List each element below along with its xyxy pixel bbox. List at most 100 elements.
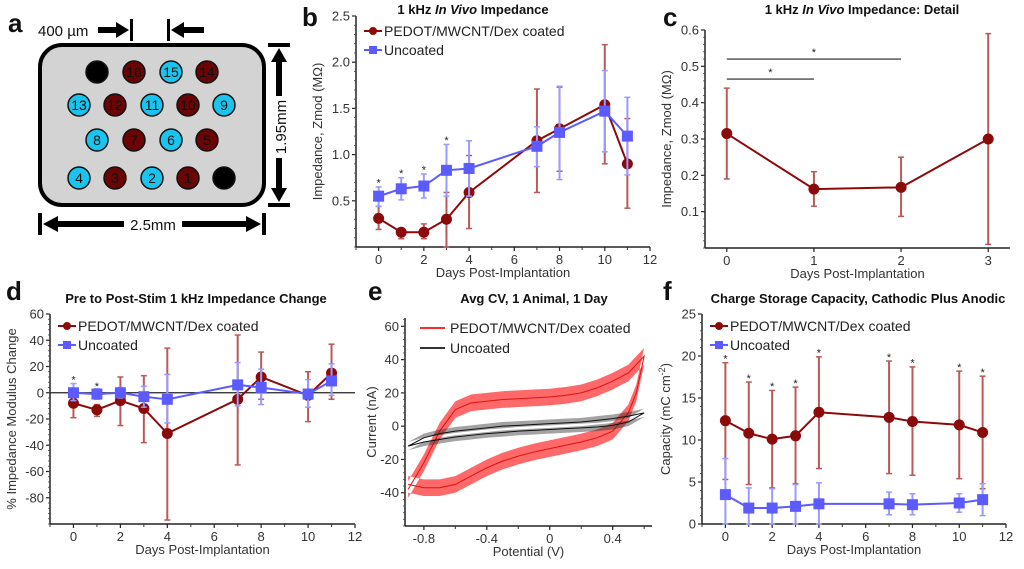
chart-title-c: 1 kHz In Vivo Impedance: Detail xyxy=(765,2,960,17)
y-tick-label: 60 xyxy=(385,319,399,334)
series-line-coated xyxy=(378,103,629,234)
x-tick-label: 2 xyxy=(769,529,776,544)
legend-label: PEDOT/MWCNT/Dex coated xyxy=(384,23,564,39)
y-tick-label: 0 xyxy=(37,385,44,400)
y-tick-label: 1.5 xyxy=(332,101,350,116)
legend-label: Uncoated xyxy=(730,337,790,353)
chart-title-f: Charge Storage Capacity, Cathodic Plus A… xyxy=(711,291,1006,306)
x-tick-label: 0.4 xyxy=(604,531,622,546)
electrode-label: 9 xyxy=(220,97,228,113)
electrode-4 xyxy=(67,166,91,190)
y-axis-label: % Impedance Modulus Change xyxy=(4,328,19,509)
series-line-coated xyxy=(73,372,333,435)
data-point-coated xyxy=(440,213,452,225)
electrode-label: 14 xyxy=(199,64,215,80)
x-tick-label: 4 xyxy=(465,252,472,267)
panel-f-charge-capacity-chart: f Charge Storage Capacity, Cathodic Plus… xyxy=(657,276,1013,557)
significance-star: * xyxy=(910,358,915,370)
significance-star: * xyxy=(444,135,449,147)
significance-star: * xyxy=(399,168,404,180)
panel-letter-a: a xyxy=(8,8,23,38)
data-point-coated xyxy=(721,128,733,140)
y-tick-label: 20 xyxy=(682,349,696,364)
data-point-uncoated xyxy=(813,498,825,510)
x-tick-label: 0 xyxy=(546,531,553,546)
y-tick-label: 60 xyxy=(30,307,44,322)
y-tick-label: 0.6 xyxy=(681,23,699,38)
data-point-uncoated xyxy=(91,388,103,400)
y-tick-label: 15 xyxy=(682,391,696,406)
data-point-uncoated xyxy=(531,140,543,152)
y-axis-label-end: ) xyxy=(658,363,673,367)
y-tick-label: -20 xyxy=(380,452,399,467)
y-tick-label: 20 xyxy=(30,359,44,374)
data-point-uncoated xyxy=(766,502,778,514)
data-point-coated xyxy=(895,181,907,193)
x-tick-label: 8 xyxy=(909,529,916,544)
data-point-uncoated xyxy=(953,497,965,509)
significance-star: * xyxy=(723,354,728,366)
x-tick-label: 10 xyxy=(598,252,612,267)
plot-area-e: -40 -20 0 20 40 60 -0.8 -0.4 0 0.4 Potential (V) Cu… xyxy=(364,318,652,559)
y-tick-label: 0.4 xyxy=(681,95,699,110)
electrode-6 xyxy=(159,128,183,152)
pitch-label: 400 µm xyxy=(38,23,88,40)
electrode-label: 2 xyxy=(148,170,156,186)
cv-band-uncoated xyxy=(408,408,645,451)
electrode-label: 4 xyxy=(75,170,83,186)
y-tick-label: -80 xyxy=(25,490,44,505)
x-tick-label: 12 xyxy=(999,529,1013,544)
y-tick-label: 20 xyxy=(385,385,399,400)
data-point-coated xyxy=(953,419,965,431)
y-tick-label: 0 xyxy=(689,517,696,532)
y-tick-label: 10 xyxy=(682,433,696,448)
panel-letter-b: b xyxy=(302,2,318,32)
y-axis-label-sup: -2 xyxy=(657,367,667,375)
y-axis-label: Impedance, Zmod (MΩ) xyxy=(659,70,674,208)
electrode-11 xyxy=(140,93,164,117)
x-tick-label: 6 xyxy=(862,529,869,544)
cv-mean-line-coated xyxy=(407,354,645,490)
data-point-uncoated xyxy=(395,183,407,195)
significance-star: * xyxy=(95,381,100,393)
x-axis-label: Days Post-Implantation xyxy=(787,542,921,557)
x-tick-label: 0 xyxy=(722,529,729,544)
x-tick-label: 12 xyxy=(348,529,362,544)
legend-label: PEDOT/MWCNT/Dex coated xyxy=(450,320,630,336)
data-point-coated xyxy=(373,212,385,224)
data-point-coated xyxy=(813,406,825,418)
x-tick-label: 4 xyxy=(164,529,171,544)
data-point-coated xyxy=(808,183,820,195)
data-point-uncoated xyxy=(302,388,314,400)
series-line-uncoated xyxy=(378,109,629,198)
x-axis-label: Days Post-Implantation xyxy=(790,266,924,281)
data-point-uncoated xyxy=(326,375,338,387)
significance-star: * xyxy=(768,67,773,79)
electrode-10 xyxy=(176,93,200,117)
chart-title-e: Avg CV, 1 Animal, 1 Day xyxy=(460,291,608,306)
y-tick-label: 5 xyxy=(689,475,696,490)
legend-marker xyxy=(715,322,723,330)
y-tick-label: 0.5 xyxy=(681,59,699,74)
significance-star: * xyxy=(957,362,962,374)
chart-title-b: 1 kHz In Vivo Impedance xyxy=(397,2,548,17)
data-point-coated xyxy=(418,226,430,238)
electrode-label: 5 xyxy=(203,132,211,148)
width-dimension-arrow xyxy=(38,213,266,235)
legend-marker xyxy=(715,341,723,349)
data-point-uncoated xyxy=(440,164,452,176)
electrode-label: 12 xyxy=(107,97,123,113)
y-tick-label: 2.5 xyxy=(332,9,350,24)
data-point-uncoated xyxy=(161,393,173,405)
y-tick-label: 1.0 xyxy=(332,147,350,162)
y-tick-label: 40 xyxy=(385,352,399,367)
data-point-uncoated xyxy=(418,180,430,192)
x-tick-label: 8 xyxy=(556,252,563,267)
chart-title-d: Pre to Post-Stim 1 kHz Impedance Change xyxy=(65,291,327,306)
y-tick-label: -40 xyxy=(380,485,399,500)
x-axis-label: Potential (V) xyxy=(493,544,565,559)
significance-star: * xyxy=(887,352,892,364)
y-tick-label: 0.5 xyxy=(332,193,350,208)
legend-marker xyxy=(369,27,377,35)
